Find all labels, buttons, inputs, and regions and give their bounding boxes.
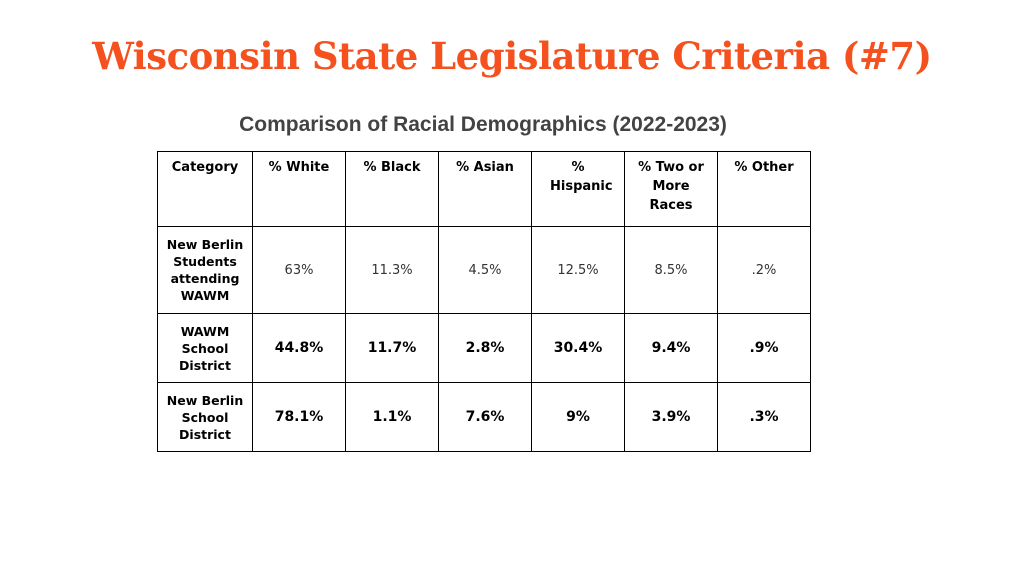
header-other: % Other: [717, 151, 811, 227]
cell-hispanic: 9%: [531, 382, 625, 452]
cell-black: 11.3%: [345, 226, 439, 314]
cell-other: .3%: [717, 382, 811, 452]
demographics-table: Category % White % Black % Asian % Hispa…: [157, 151, 811, 452]
cell-two-or-more: 9.4%: [624, 313, 718, 383]
cell-two-or-more: 3.9%: [624, 382, 718, 452]
cell-hispanic: 30.4%: [531, 313, 625, 383]
table-row: WAWM School District 44.8% 11.7% 2.8% 30…: [157, 313, 811, 383]
header-row: Category % White % Black % Asian % Hispa…: [157, 151, 811, 227]
header-category: Category: [157, 151, 253, 227]
cell-white: 78.1%: [252, 382, 346, 452]
header-two-or-more: % Two or More Races: [624, 151, 718, 227]
header-asian: % Asian: [438, 151, 532, 227]
row-category: New Berlin School District: [157, 382, 253, 452]
row-category: WAWM School District: [157, 313, 253, 383]
slide-title: Wisconsin State Legislature Criteria (#7…: [92, 34, 932, 78]
table-row: New Berlin School District 78.1% 1.1% 7.…: [157, 382, 811, 452]
cell-other: .9%: [717, 313, 811, 383]
cell-black: 11.7%: [345, 313, 439, 383]
cell-white: 44.8%: [252, 313, 346, 383]
cell-asian: 4.5%: [438, 226, 532, 314]
table-subtitle: Comparison of Racial Demographics (2022-…: [239, 113, 727, 136]
cell-black: 1.1%: [345, 382, 439, 452]
table-row: New Berlin Students attending WAWM 63% 1…: [157, 226, 811, 314]
cell-asian: 7.6%: [438, 382, 532, 452]
cell-white: 63%: [252, 226, 346, 314]
cell-two-or-more: 8.5%: [624, 226, 718, 314]
cell-hispanic: 12.5%: [531, 226, 625, 314]
cell-asian: 2.8%: [438, 313, 532, 383]
row-category: New Berlin Students attending WAWM: [157, 226, 253, 314]
cell-other: .2%: [717, 226, 811, 314]
header-hispanic: % Hispanic: [531, 151, 625, 227]
header-black: % Black: [345, 151, 439, 227]
header-white: % White: [252, 151, 346, 227]
